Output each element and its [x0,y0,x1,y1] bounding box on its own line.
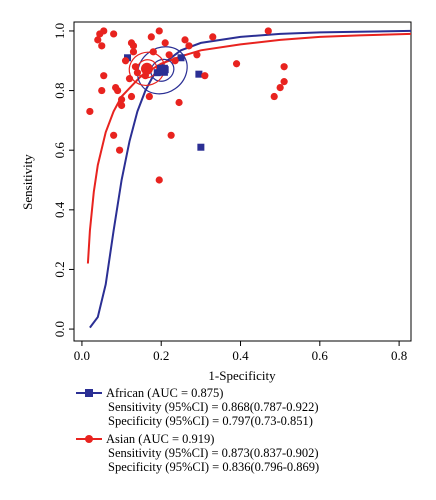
legend-stat-asian-sensitivity: Sensitivity (95%CI) = 0.873(0.837-0.902) [108,446,319,460]
data-point-asian [280,63,288,71]
data-point-asian [167,131,175,139]
legend-entry-african: African (AUC = 0.875) Sensitivity (95%CI… [76,386,416,428]
data-point-asian [147,33,155,41]
data-point-african [195,70,203,78]
y-tick-label: 1.0 [52,23,67,39]
data-point-asian [155,27,163,35]
y-axis: 0.0 0.2 0.4 0.6 0.8 1.0 [52,23,74,337]
data-point-asian [270,92,278,101]
data-point-asian [201,72,209,80]
x-tick-label: 0.4 [232,348,249,363]
summary-points [140,62,168,76]
data-point-asian [94,36,102,44]
data-point-asian [115,146,124,154]
data-point-asian [121,57,130,65]
data-point-asian [100,72,108,80]
y-tick-label: 0.8 [52,82,67,98]
summary-point-african [156,64,168,76]
data-point-asian [131,63,140,71]
data-point-asian [145,92,153,101]
y-axis-label: Sensitivity [20,154,35,210]
x-tick-label: 0.8 [391,348,407,363]
data-point-asian [133,69,142,77]
legend-label-african: African (AUC = 0.875) [106,386,224,400]
data-point-african [177,54,185,62]
data-point-asian [110,30,118,38]
data-point-asian [232,60,241,68]
y-tick-label: 0.2 [52,261,67,277]
data-point-asian [280,78,288,86]
data-point-asian [129,48,138,56]
data-point-asian [155,176,163,184]
sroc-curve-african [89,29,412,329]
data-point-asian [149,48,157,56]
data-point-asian [125,75,134,83]
data-point-asian [98,86,106,95]
plot-frame [73,21,412,342]
data-point-asian [175,98,183,107]
data-point-asian [181,36,189,44]
legend-circle-marker [85,435,93,443]
data-point-asian [114,86,122,95]
legend-entry-asian: Asian (AUC = 0.919) Sensitivity (95%CI) … [76,432,416,474]
data-point-asian [165,51,173,59]
x-axis-label: 1-Specificity [208,368,276,383]
data-point-asian [185,42,193,50]
y-tick-label: 0.6 [52,142,67,159]
data-point-asian [129,42,138,50]
y-tick-label: 0.0 [52,321,67,337]
x-tick-label: 0.2 [153,348,169,363]
data-point-asian [117,95,126,104]
legend-stat-asian-specificity: Specificity (95%CI) = 0.836(0.796-0.869) [108,460,320,474]
legend-stat-african-sensitivity: Sensitivity (95%CI) = 0.868(0.787-0.922) [108,400,319,414]
x-tick-label: 0.0 [74,348,90,363]
data-point-asian [264,27,272,35]
data-point-asian [171,57,179,65]
legend-stat-african-specificity: Specificity (95%CI) = 0.797(0.73-0.851) [108,414,313,428]
prediction-ellipse [128,51,166,86]
data-point-asian [161,39,169,47]
summary-point-asian [140,62,153,75]
data-point-asian [98,42,106,50]
legend-square-marker [85,389,93,397]
legend: African (AUC = 0.875) Sensitivity (95%CI… [76,386,416,478]
x-tick-label: 0.6 [312,348,329,363]
data-point-asian [117,101,126,110]
legend-label-asian: Asian (AUC = 0.919) [106,432,215,446]
data-point-asian [127,92,136,101]
data-point-african [197,143,205,151]
data-point-asian [209,33,217,41]
data-point-asian [193,51,201,59]
data-point-asian [100,27,108,35]
data-point-asian [110,131,118,139]
data-point-asian [276,83,284,92]
data-point-asian [86,107,94,116]
confidence-ellipse [150,58,175,82]
y-tick-label: 0.4 [52,201,67,218]
x-axis: 0.0 0.2 0.4 0.6 0.8 [74,341,407,363]
sroc-chart: 0.0 0.2 0.4 0.6 0.8 0.0 0.2 0.4 0.6 0.8 1.0 1-Spe… [20,21,412,383]
